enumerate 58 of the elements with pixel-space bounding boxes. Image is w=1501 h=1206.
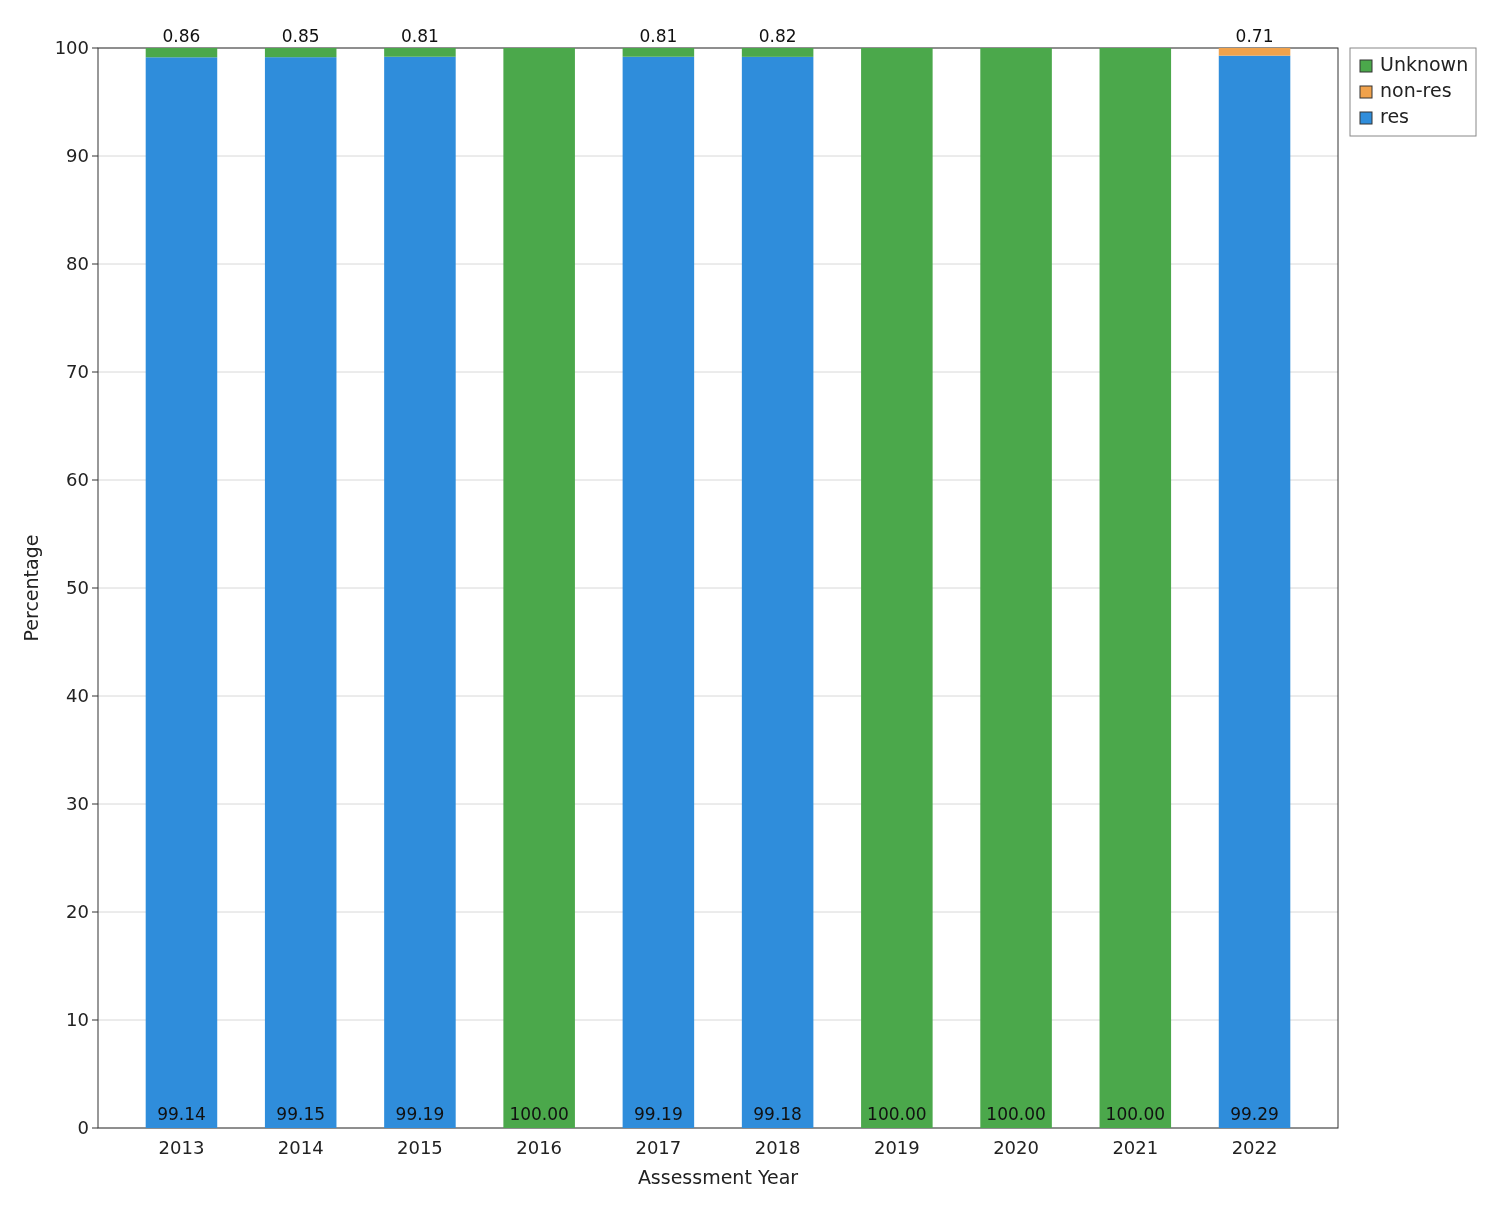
data-label: 99.19 [395, 1104, 445, 1124]
data-label: 0.81 [400, 26, 439, 46]
x-tick-label: 2014 [277, 1137, 324, 1158]
y-tick-label: 70 [66, 361, 89, 383]
data-label: 99.29 [1230, 1104, 1279, 1124]
bar [741, 56, 814, 1128]
y-tick-label: 60 [66, 469, 89, 491]
bar [622, 56, 695, 1128]
data-label: 99.18 [753, 1104, 802, 1124]
data-label: 100.00 [509, 1104, 569, 1124]
bar [384, 56, 456, 1128]
legend-label: res [1380, 105, 1409, 127]
bar [145, 57, 218, 1128]
data-label: 100.00 [1105, 1104, 1166, 1124]
bar [861, 48, 933, 1128]
y-tick-label: 20 [66, 901, 89, 923]
x-tick-label: 2017 [635, 1137, 682, 1158]
legend-label: Unknown [1380, 53, 1469, 75]
y-tick-label: 50 [66, 577, 89, 599]
x-tick-label: 2021 [1112, 1137, 1159, 1158]
x-axis-title: Assessment Year [637, 1166, 799, 1188]
bar [384, 48, 456, 57]
y-tick-label: 10 [66, 1009, 89, 1031]
y-tick-label: 40 [66, 685, 89, 707]
data-label: 99.15 [276, 1104, 326, 1124]
bar [980, 48, 1052, 1128]
data-label: 100.00 [986, 1104, 1046, 1124]
bar [622, 48, 695, 57]
data-label: 0.82 [758, 26, 797, 46]
y-tick-label: 80 [66, 253, 89, 275]
y-tick-label: 30 [66, 793, 89, 815]
legend-label: non-res [1380, 79, 1452, 101]
x-tick-label: 2020 [993, 1137, 1039, 1158]
x-tick-label: 2016 [516, 1137, 563, 1158]
data-label: 0.71 [1235, 26, 1274, 46]
data-label: 0.81 [639, 26, 678, 46]
y-tick-label: 100 [54, 37, 89, 59]
bar [264, 48, 337, 58]
x-tick-label: 2022 [1231, 1137, 1278, 1158]
x-tick-label: 2015 [397, 1137, 443, 1158]
data-label: 99.19 [634, 1104, 683, 1124]
bar [264, 57, 337, 1128]
data-label: 0.86 [162, 26, 201, 46]
bar [145, 48, 218, 58]
bar [741, 48, 814, 57]
bar [1218, 55, 1291, 1128]
bar [1099, 48, 1172, 1128]
x-tick-label: 2013 [158, 1137, 205, 1158]
x-tick-label: 2018 [754, 1137, 801, 1158]
data-label: 100.00 [867, 1104, 927, 1124]
bar [1218, 48, 1291, 56]
data-label: 0.85 [281, 26, 320, 46]
data-label: 99.14 [157, 1104, 206, 1124]
y-tick-label: 90 [66, 145, 89, 167]
x-tick-label: 2019 [873, 1137, 920, 1158]
y-tick-label: 0 [77, 1117, 89, 1139]
bar [503, 48, 575, 1128]
y-axis-title: Percentage [20, 534, 42, 642]
